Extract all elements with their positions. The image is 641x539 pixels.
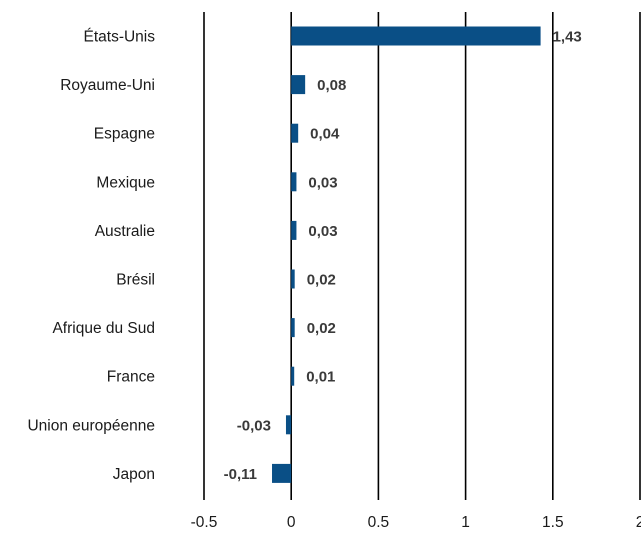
x-axis-tick-labels: -0.5 0 0.5 1 1.5 2 <box>191 514 641 531</box>
x-tick-label: 1 <box>461 514 470 531</box>
bar <box>291 318 295 338</box>
category-label: Japon <box>113 466 155 483</box>
category-label: Espagne <box>94 126 155 143</box>
bar <box>291 366 295 386</box>
category-label: États-Unis <box>84 29 156 46</box>
data-label: 0,01 <box>306 369 335 386</box>
data-label: -0,03 <box>237 417 271 434</box>
value-labels: 1,43 0,08 0,04 0,03 0,03 0,02 0,02 0,01 -0,03 -0,… <box>224 29 582 483</box>
category-label: Union européenne <box>27 417 155 434</box>
x-tick-label: 1.5 <box>542 514 564 531</box>
bar <box>291 172 297 192</box>
x-tick-label: 2 <box>636 514 641 531</box>
bar <box>291 269 295 289</box>
bar <box>272 463 292 483</box>
data-label: 0,02 <box>307 320 336 337</box>
data-label: -0,11 <box>224 466 257 483</box>
x-tick-label: 0.5 <box>368 514 390 531</box>
bar <box>285 415 292 435</box>
category-label: Royaume-Uni <box>60 77 155 94</box>
data-label: 1,43 <box>553 29 582 46</box>
data-label: 0,03 <box>308 174 337 191</box>
bar <box>291 123 299 143</box>
bars <box>272 26 541 483</box>
data-label: 0,08 <box>317 77 346 94</box>
bar <box>291 26 541 46</box>
data-label: 0,02 <box>307 272 336 289</box>
category-label: France <box>107 369 155 386</box>
category-label: Afrique du Sud <box>52 320 155 337</box>
category-labels: États-Unis Royaume-Uni Espagne Mexique Austr… <box>27 29 155 483</box>
category-label: Australie <box>95 223 155 240</box>
x-tick-label: 0 <box>287 514 296 531</box>
bar <box>291 220 297 240</box>
category-label: Mexique <box>96 174 155 191</box>
category-label: Brésil <box>116 272 155 289</box>
x-tick-label: -0.5 <box>191 514 218 531</box>
data-label: 0,03 <box>308 223 337 240</box>
bar <box>291 75 306 95</box>
data-label: 0,04 <box>310 126 340 143</box>
